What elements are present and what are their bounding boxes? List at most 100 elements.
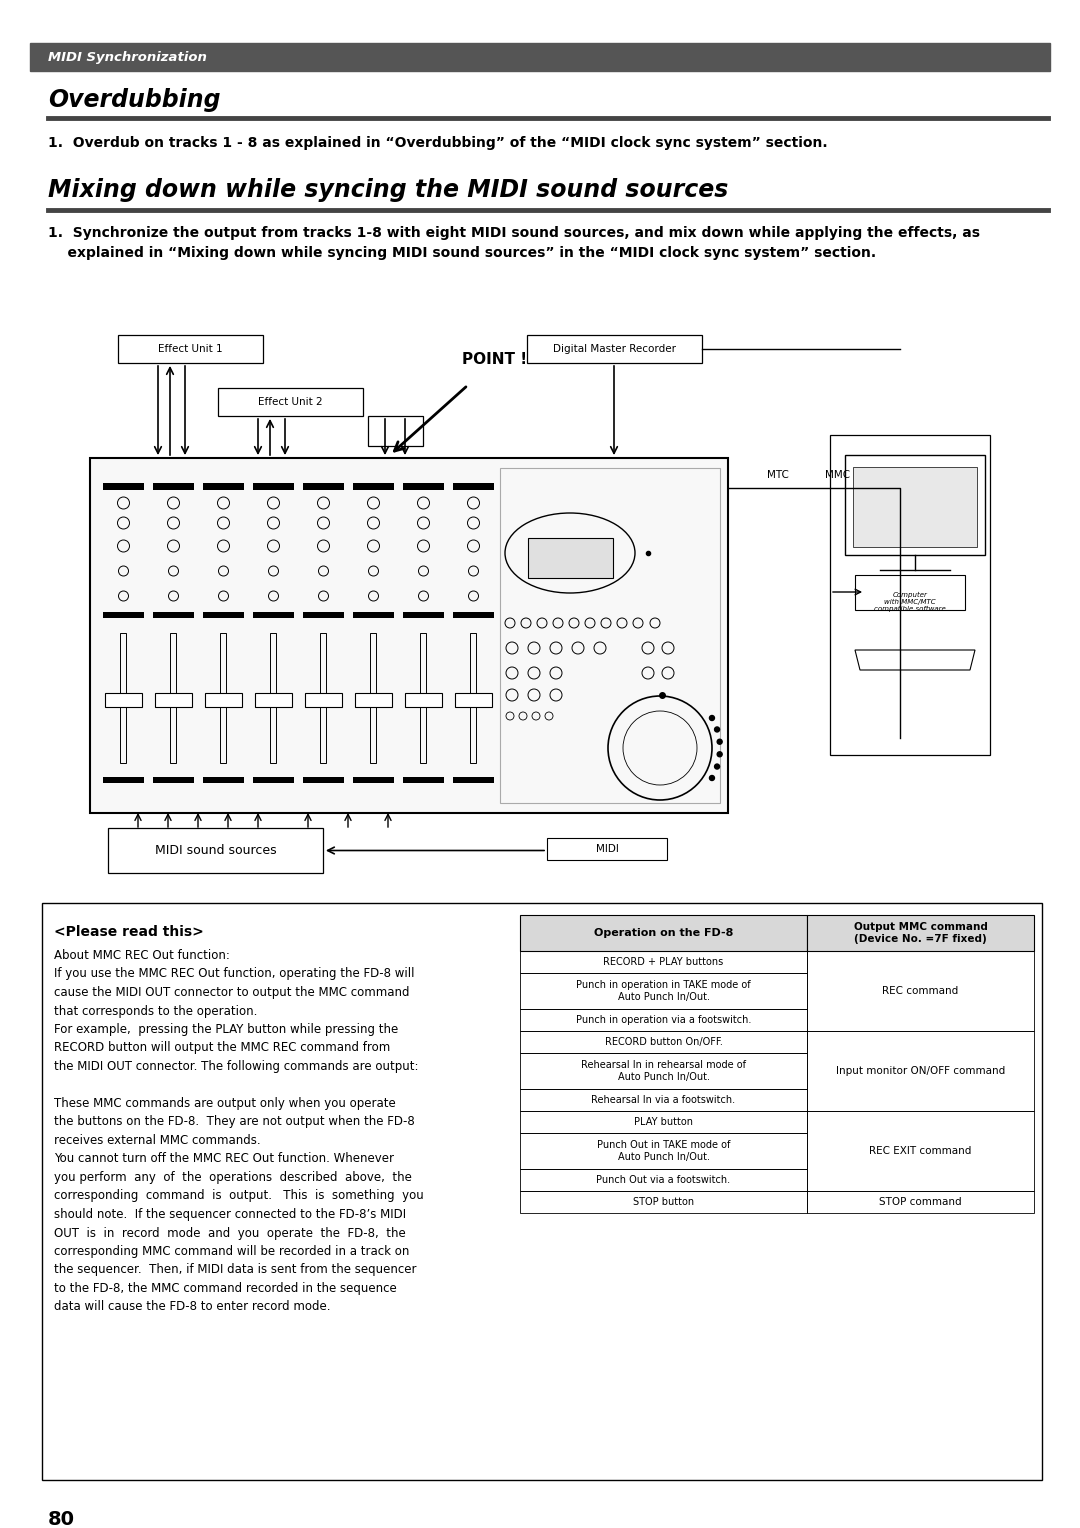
- Bar: [853, 468, 977, 547]
- Circle shape: [715, 764, 719, 769]
- Bar: [90, 458, 728, 813]
- Bar: [519, 1190, 807, 1213]
- Bar: [370, 633, 376, 762]
- Circle shape: [710, 776, 715, 781]
- Bar: [807, 950, 1034, 1031]
- Bar: [528, 538, 613, 578]
- Text: For example,  pressing the PLAY button while pressing the: For example, pressing the PLAY button wh…: [54, 1024, 399, 1036]
- Bar: [519, 1111, 807, 1132]
- Circle shape: [710, 715, 715, 721]
- Bar: [403, 778, 444, 782]
- Bar: [120, 633, 126, 762]
- Text: Mixing down while syncing the MIDI sound sources: Mixing down while syncing the MIDI sound…: [48, 177, 728, 202]
- Bar: [500, 468, 720, 804]
- Bar: [203, 778, 244, 782]
- Bar: [303, 613, 345, 617]
- Bar: [305, 694, 342, 707]
- Text: Operation on the FD-8: Operation on the FD-8: [594, 927, 733, 938]
- Bar: [303, 483, 345, 490]
- Text: Output MMC command
(Device No. =7F fixed): Output MMC command (Device No. =7F fixed…: [853, 923, 987, 944]
- Text: Effect Unit 2: Effect Unit 2: [258, 397, 323, 406]
- Text: RECORD button On/OFF.: RECORD button On/OFF.: [605, 1038, 723, 1047]
- Bar: [519, 1031, 807, 1053]
- Bar: [807, 1031, 1034, 1111]
- Text: Punch in operation via a footswitch.: Punch in operation via a footswitch.: [576, 1015, 752, 1025]
- Text: to the FD-8, the MMC command recorded in the sequence: to the FD-8, the MMC command recorded in…: [54, 1282, 396, 1296]
- Bar: [527, 335, 702, 364]
- Bar: [855, 575, 966, 610]
- Text: Punch in operation in TAKE mode of
Auto Punch In/Out.: Punch in operation in TAKE mode of Auto …: [577, 979, 751, 1002]
- Bar: [118, 335, 264, 364]
- Text: Punch Out in TAKE mode of
Auto Punch In/Out.: Punch Out in TAKE mode of Auto Punch In/…: [597, 1140, 730, 1161]
- Text: cause the MIDI OUT connector to output the MMC command: cause the MIDI OUT connector to output t…: [54, 986, 409, 999]
- Bar: [218, 388, 363, 416]
- Bar: [270, 633, 276, 762]
- Text: 1.  Synchronize the output from tracks 1-8 with eight MIDI sound sources, and mi: 1. Synchronize the output from tracks 1-…: [48, 226, 980, 240]
- Bar: [546, 837, 667, 860]
- Text: corresponding MMC command will be recorded in a track on: corresponding MMC command will be record…: [54, 1245, 409, 1258]
- Bar: [519, 1008, 807, 1031]
- Bar: [519, 950, 807, 973]
- Bar: [807, 1111, 1034, 1190]
- Bar: [303, 778, 345, 782]
- Text: <Please read this>: <Please read this>: [54, 924, 204, 940]
- Bar: [170, 633, 176, 762]
- Bar: [253, 778, 294, 782]
- Text: Rehearsal In via a footswitch.: Rehearsal In via a footswitch.: [592, 1096, 735, 1105]
- Text: STOP button: STOP button: [633, 1196, 694, 1207]
- Bar: [220, 633, 226, 762]
- Text: 1.  Overdub on tracks 1 - 8 as explained in “Overdubbing” of the “MIDI clock syn: 1. Overdub on tracks 1 - 8 as explained …: [48, 136, 827, 150]
- Text: These MMC commands are output only when you operate: These MMC commands are output only when …: [54, 1097, 395, 1109]
- Bar: [153, 483, 194, 490]
- Bar: [845, 455, 985, 555]
- Bar: [153, 778, 194, 782]
- Bar: [156, 694, 192, 707]
- Bar: [831, 435, 990, 755]
- Text: REC command: REC command: [882, 986, 959, 996]
- Text: the MIDI OUT connector. The following commands are output:: the MIDI OUT connector. The following co…: [54, 1060, 419, 1073]
- Text: 80: 80: [48, 1510, 75, 1528]
- Bar: [42, 903, 1042, 1481]
- Text: that corresponds to the operation.: that corresponds to the operation.: [54, 1004, 257, 1018]
- Bar: [519, 915, 807, 950]
- Circle shape: [717, 752, 723, 756]
- Bar: [103, 778, 144, 782]
- Text: Effect Unit 1: Effect Unit 1: [158, 344, 222, 354]
- Text: MMC: MMC: [825, 471, 851, 480]
- Bar: [405, 694, 442, 707]
- Bar: [355, 694, 392, 707]
- Text: PLAY button: PLAY button: [634, 1117, 693, 1128]
- Text: data will cause the FD-8 to enter record mode.: data will cause the FD-8 to enter record…: [54, 1300, 330, 1314]
- Text: MIDI sound sources: MIDI sound sources: [154, 843, 276, 857]
- Text: OUT  is  in  record  mode  and  you  operate  the  FD-8,  the: OUT is in record mode and you operate th…: [54, 1227, 406, 1239]
- Bar: [203, 613, 244, 617]
- Bar: [103, 483, 144, 490]
- Text: corresponding  command  is  output.   This  is  something  you: corresponding command is output. This is…: [54, 1189, 423, 1203]
- Text: the buttons on the FD-8.  They are not output when the FD-8: the buttons on the FD-8. They are not ou…: [54, 1115, 415, 1129]
- Bar: [108, 828, 323, 872]
- Bar: [453, 778, 494, 782]
- Bar: [519, 1053, 807, 1089]
- Bar: [519, 1132, 807, 1169]
- Circle shape: [715, 727, 719, 732]
- Text: explained in “Mixing down while syncing MIDI sound sources” in the “MIDI clock s: explained in “Mixing down while syncing …: [48, 246, 876, 260]
- Text: POINT !: POINT !: [462, 353, 527, 368]
- Text: About MMC REC Out function:: About MMC REC Out function:: [54, 949, 230, 963]
- Bar: [353, 483, 394, 490]
- Bar: [103, 613, 144, 617]
- Text: MTC: MTC: [767, 471, 788, 480]
- Text: STOP command: STOP command: [879, 1196, 962, 1207]
- Bar: [519, 1089, 807, 1111]
- Bar: [253, 483, 294, 490]
- Bar: [403, 483, 444, 490]
- Bar: [203, 483, 244, 490]
- Text: the sequencer.  Then, if MIDI data is sent from the sequencer: the sequencer. Then, if MIDI data is sen…: [54, 1264, 417, 1276]
- Bar: [368, 416, 423, 446]
- Bar: [353, 778, 394, 782]
- Text: Input monitor ON/OFF command: Input monitor ON/OFF command: [836, 1067, 1005, 1076]
- Circle shape: [717, 740, 723, 744]
- Bar: [519, 1169, 807, 1190]
- Bar: [105, 694, 141, 707]
- Bar: [420, 633, 426, 762]
- Text: RECORD button will output the MMC REC command from: RECORD button will output the MMC REC co…: [54, 1042, 390, 1054]
